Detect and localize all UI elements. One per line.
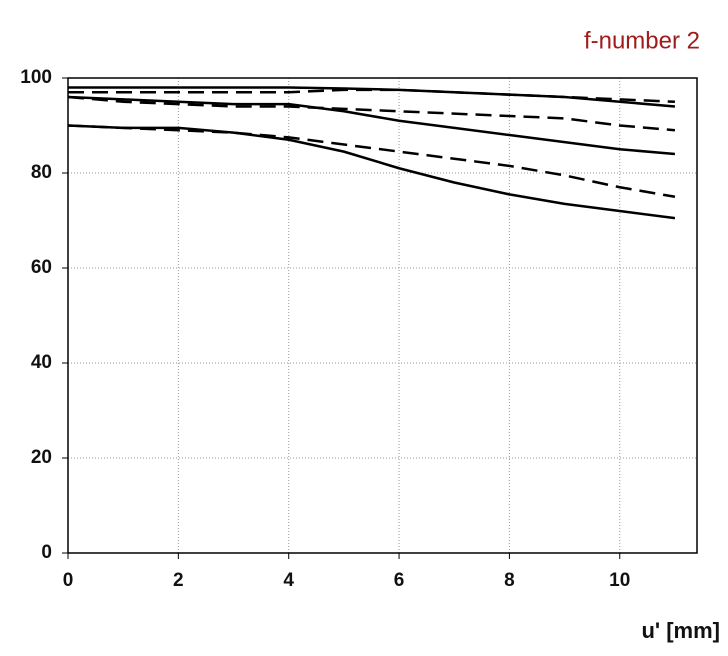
plot-frame xyxy=(67,77,698,554)
x-tick-label: 0 xyxy=(63,570,74,591)
x-tick-label: 2 xyxy=(173,570,184,591)
x-tick-label: 8 xyxy=(504,570,515,591)
series-line xyxy=(68,88,675,103)
series-line xyxy=(67,124,676,198)
y-tick-label: 0 xyxy=(41,542,52,563)
series-line xyxy=(67,124,676,220)
chart-title: f-number 2 xyxy=(584,27,700,54)
y-tick-label: 100 xyxy=(20,67,52,88)
x-tick-label: 4 xyxy=(283,570,294,591)
x-tick-label: 10 xyxy=(609,570,630,591)
series-line xyxy=(67,95,676,132)
x-tick-label: 6 xyxy=(394,570,405,591)
x-axis-label: u' [mm] xyxy=(641,618,720,643)
y-tick-label: 40 xyxy=(31,352,52,373)
y-tick-label: 20 xyxy=(31,447,52,468)
y-tick-label: 80 xyxy=(31,162,52,183)
series-line xyxy=(67,95,676,156)
y-tick-label: 60 xyxy=(31,257,52,278)
